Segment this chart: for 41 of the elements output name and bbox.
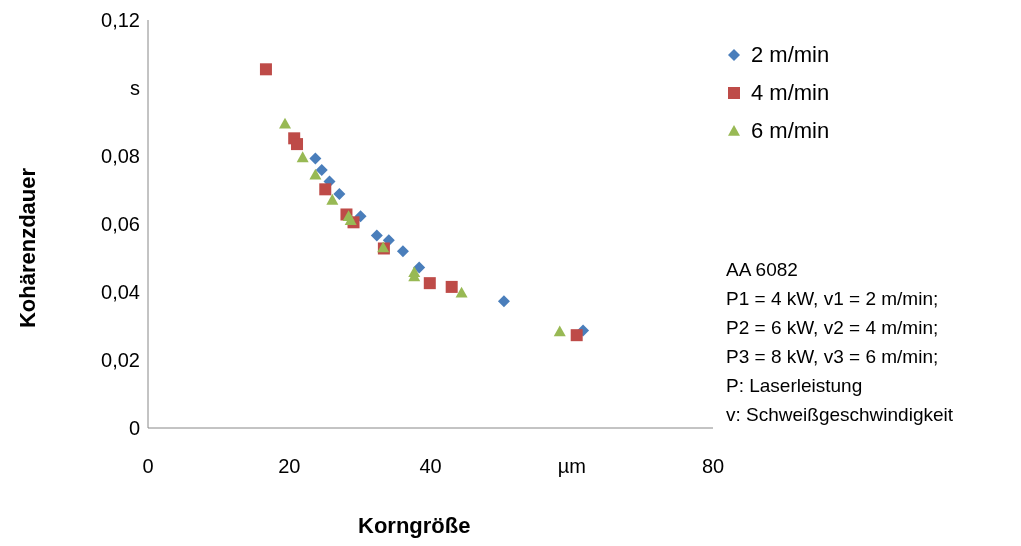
point — [259, 63, 272, 76]
point — [570, 329, 583, 342]
point — [333, 188, 346, 201]
point — [315, 163, 328, 176]
y-tick-label: 0,08 — [101, 145, 140, 168]
point — [455, 286, 468, 298]
point — [553, 325, 566, 337]
point — [326, 193, 339, 205]
x-tick-label: µm — [557, 455, 586, 477]
y-tick-label: 0,12 — [101, 9, 140, 32]
point — [423, 277, 436, 290]
y-tick-label: 0,06 — [101, 213, 140, 236]
text: P3 = 8 kW, v3 = 6 m/min; — [726, 345, 940, 369]
text: P: Laserleistung — [726, 374, 864, 398]
point — [396, 245, 409, 258]
x-tick-label: 20 — [278, 455, 301, 477]
legend-label: 4 m/min — [751, 80, 830, 106]
point — [296, 151, 309, 163]
point — [445, 280, 458, 293]
legend-label: 2 m/min — [751, 42, 830, 68]
x-tick-label: 0 — [142, 455, 154, 477]
x-tick-label: 40 — [419, 455, 442, 477]
y-tick-label: 0 — [128, 417, 140, 440]
point — [309, 152, 322, 165]
point — [291, 138, 304, 151]
x-tick-label: 80 — [701, 455, 725, 477]
y-tick-label: 0,02 — [101, 349, 140, 372]
point — [319, 183, 332, 196]
y-tick-label: s — [130, 77, 140, 100]
point — [279, 117, 292, 129]
text: P1 = 4 kW, v1 = 2 m/min; — [726, 287, 940, 311]
text: v: Schweißgeschwindigkeit — [726, 403, 954, 427]
legend-label: 6 m/min — [751, 118, 830, 144]
x-axis-title: Korngröße — [358, 513, 471, 539]
text: AA 6082 — [726, 258, 799, 282]
point — [309, 168, 322, 180]
text: P2 = 6 kW, v2 = 4 m/min; — [726, 316, 940, 340]
point — [497, 295, 510, 308]
point — [370, 229, 383, 242]
y-tick-label: 0,04 — [101, 281, 140, 304]
y-axis-title: Kohärenzdauer — [15, 167, 41, 329]
